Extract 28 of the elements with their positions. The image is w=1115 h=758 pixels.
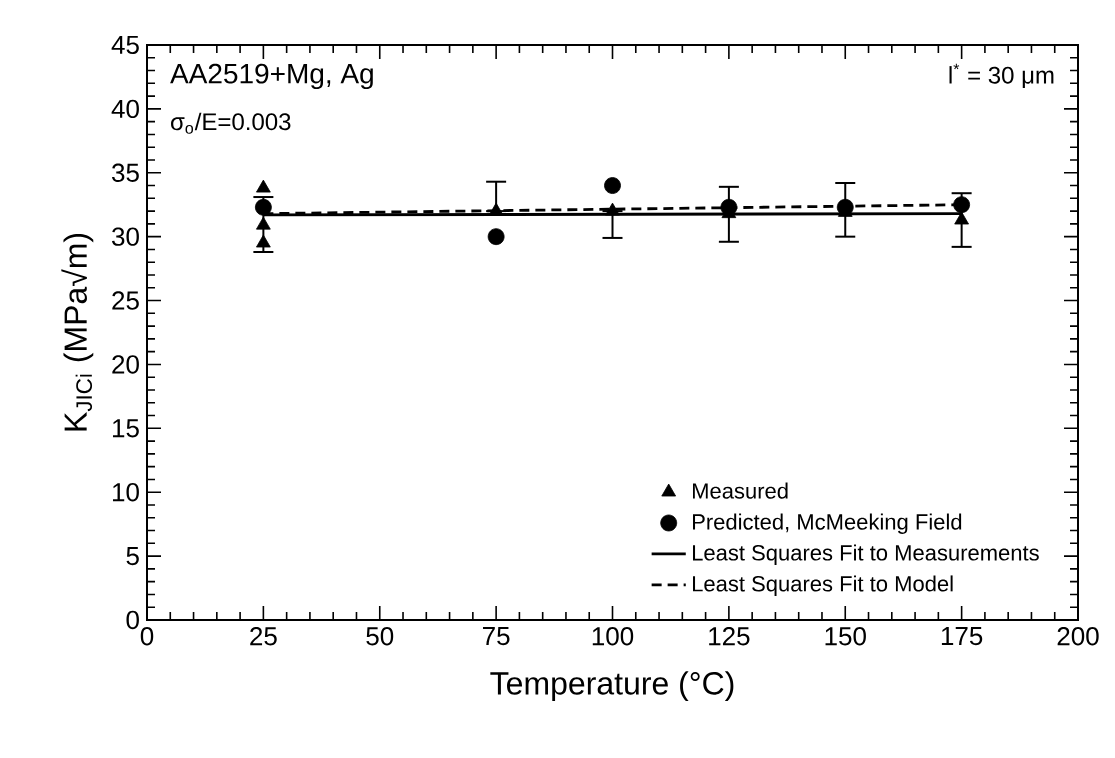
x-tick-label: 75 bbox=[483, 627, 510, 646]
y-tick-label: 25 bbox=[112, 291, 139, 310]
x-tick-label: 175 bbox=[941, 627, 983, 646]
annotation: l$^{*}$ = 30 μm bbox=[949, 63, 1054, 89]
x-tick-label: 150 bbox=[825, 627, 866, 646]
y-tick-label: 45 bbox=[111, 35, 139, 55]
x-tick-label: 25 bbox=[250, 627, 277, 646]
x-tick-label: 0 bbox=[140, 627, 154, 646]
x-tick-label: 125 bbox=[709, 627, 750, 646]
y-tick-label: 20 bbox=[112, 355, 139, 374]
y-axis-title: K$_{JICi}$ (MPa√m) bbox=[61, 233, 94, 431]
x-axis-title: Temperature (°C) bbox=[490, 671, 734, 702]
y-tick-label: 10 bbox=[112, 483, 139, 502]
legend-label: Predicted, McMeeking Field bbox=[693, 513, 962, 534]
y-tick-label: 0 bbox=[126, 610, 139, 630]
legend-label: Least Squares Fit to Measurements bbox=[693, 544, 1039, 565]
annotation: σ$_{o}$/E=0.003 bbox=[171, 112, 291, 134]
x-tick-label: 50 bbox=[366, 627, 394, 646]
annotation: AA2519+Mg, Ag bbox=[170, 63, 373, 90]
y-tick-label: 15 bbox=[112, 419, 139, 438]
y-tick-label: 35 bbox=[112, 163, 139, 182]
y-tick-label: 30 bbox=[112, 227, 139, 246]
x-tick-label: 100 bbox=[592, 627, 634, 646]
y-tick-label: 40 bbox=[111, 99, 139, 119]
legend-label: Least Squares Fit to Model bbox=[693, 575, 953, 596]
y-tick-label: 5 bbox=[126, 547, 139, 566]
x-tick-label: 200 bbox=[1057, 627, 1099, 646]
legend-label: Measured bbox=[693, 482, 788, 499]
